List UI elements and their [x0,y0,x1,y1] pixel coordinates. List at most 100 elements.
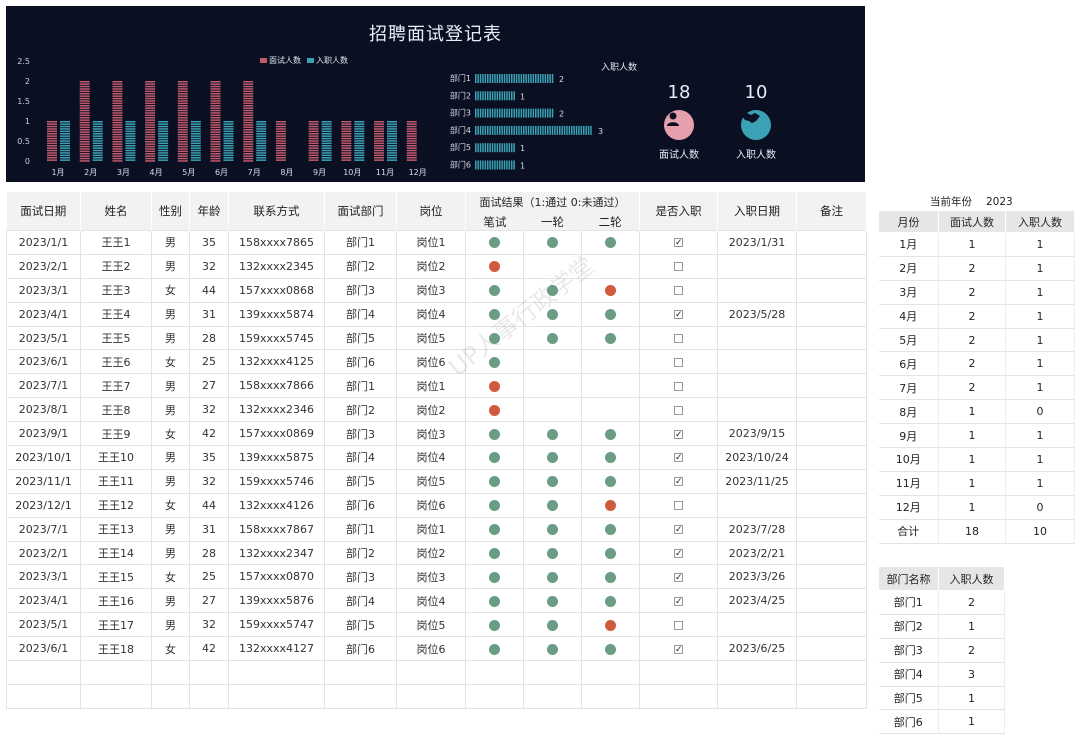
header-note: 备注 [796,192,867,231]
empty-cell[interactable] [796,660,867,685]
empty-cell[interactable] [523,660,582,685]
empty-cell[interactable] [324,660,397,685]
cell-gender: 男 [151,230,190,255]
empty-cell[interactable] [396,683,466,709]
cell-note[interactable] [796,636,867,662]
hired-checkbox[interactable] [674,501,683,511]
empty-cell[interactable] [717,660,797,685]
month-cell: 1 [1005,375,1075,401]
hired-checkbox[interactable] [674,262,683,272]
hired-checkbox[interactable] [674,405,683,415]
cell-phone: 139xxxx5875 [228,445,325,470]
cell-hire-date [717,612,797,638]
pass-dot [605,571,616,583]
empty-cell[interactable] [581,683,640,709]
dept-bar [475,143,515,153]
cell-dept: 部门3 [324,564,397,590]
cell-note[interactable] [796,301,867,327]
empty-cell[interactable] [189,683,229,709]
hired-checkbox[interactable]: ✓ [674,310,683,321]
hired-checkbox[interactable] [674,357,683,367]
cell-phone: 132xxxx4125 [228,349,325,375]
hired-checkbox[interactable]: ✓ [674,238,683,249]
cell-note[interactable] [796,612,867,638]
written-cell [465,445,524,470]
legend-swatch [307,58,314,63]
cell-hire-date [717,253,797,279]
empty-cell[interactable] [189,660,229,685]
dept-category-label: 部门5 [450,142,471,152]
dept-value-label: 2 [559,110,564,119]
cell-note[interactable] [796,540,867,566]
header-age: 年龄 [189,192,229,231]
cell-note[interactable] [796,277,867,303]
cell-note[interactable] [796,230,867,255]
cell-post: 岗位3 [396,421,466,447]
cell-date: 2023/5/1 [6,325,81,351]
empty-cell[interactable] [523,683,582,709]
cell-note[interactable] [796,516,867,542]
dept-cell: 1 [938,709,1005,735]
hired-checkbox[interactable]: ✓ [674,477,683,488]
cell-note[interactable] [796,468,867,494]
empty-cell[interactable] [717,683,797,709]
hired-checkbox[interactable]: ✓ [674,596,683,607]
empty-cell[interactable] [581,660,640,685]
empty-cell[interactable] [324,683,397,709]
dept-category-label: 部门1 [450,73,471,83]
cell-dept: 部门5 [324,468,397,494]
hired-checkbox[interactable] [674,381,683,391]
cell-note[interactable] [796,325,867,351]
hired-checkbox[interactable]: ✓ [674,549,683,560]
hired-checkbox[interactable]: ✓ [674,429,683,440]
cell-gender: 男 [151,540,190,566]
cell-note[interactable] [796,588,867,614]
empty-cell[interactable] [639,683,718,709]
month-cell: 2月 [878,256,939,281]
x-tick-label: 5月 [182,168,195,177]
cell-name: 王王17 [80,612,152,638]
cell-note[interactable] [796,492,867,518]
round1-cell [523,397,582,423]
hired-bar [92,121,103,161]
dept-cell: 2 [938,638,1005,663]
empty-cell[interactable] [639,660,718,685]
empty-cell[interactable] [6,660,81,685]
cell-note[interactable] [796,349,867,375]
cell-note[interactable] [796,564,867,590]
cell-post: 岗位1 [396,516,466,542]
hired-checkbox[interactable] [674,286,683,296]
empty-cell[interactable] [396,660,466,685]
month-total-cell: 18 [938,519,1006,544]
empty-cell[interactable] [228,660,325,685]
interview-bar [243,81,254,162]
table-row: 2023/6/1 王王6 女 25 132xxxx4125 部门6 岗位6 [6,349,867,375]
hired-checkbox[interactable]: ✓ [674,453,683,464]
pass-dot [547,643,558,655]
hired-checkbox[interactable]: ✓ [674,644,683,655]
empty-cell[interactable] [151,660,190,685]
pass-dot [547,285,558,297]
empty-cell[interactable] [465,683,524,709]
hired-checkbox[interactable] [674,334,683,343]
empty-cell[interactable] [6,683,81,709]
empty-cell[interactable] [80,683,152,709]
cell-note[interactable] [796,373,867,399]
empty-cell[interactable] [228,683,325,709]
cell-note[interactable] [796,421,867,447]
cell-note[interactable] [796,445,867,470]
cell-gender: 女 [151,492,190,518]
hired-checkbox[interactable]: ✓ [674,572,683,583]
hired-checkbox[interactable]: ✓ [674,525,683,536]
empty-cell[interactable] [465,660,524,685]
empty-cell[interactable] [80,660,152,685]
cell-note[interactable] [796,253,867,279]
y-tick-label: 0 [25,157,30,166]
cell-name: 王王3 [80,277,152,303]
empty-cell[interactable] [796,683,867,709]
empty-cell[interactable] [151,683,190,709]
cell-note[interactable] [796,397,867,423]
cell-post: 岗位1 [396,373,466,399]
hired-checkbox[interactable] [674,620,683,630]
cell-date: 2023/2/1 [6,540,81,566]
